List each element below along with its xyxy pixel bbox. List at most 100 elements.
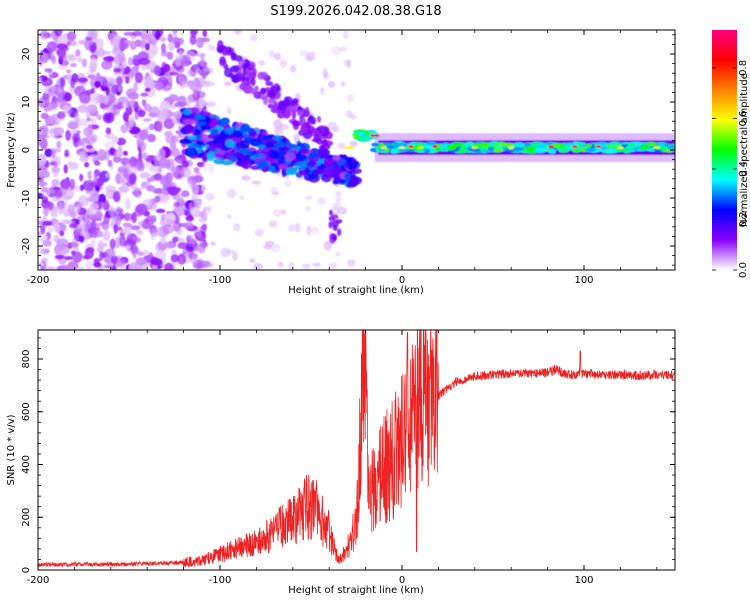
spectrogram-blob	[147, 112, 158, 118]
spectrogram-blob	[232, 252, 238, 261]
spectrogram-blob	[140, 92, 149, 97]
spectrogram-blob	[123, 225, 132, 236]
spectrogram-blob	[40, 257, 48, 263]
y-tick-label: 800	[21, 349, 32, 368]
y-tick-label: 400	[21, 455, 32, 474]
spectrogram-blob	[42, 220, 53, 226]
colorbar-ramp	[712, 30, 737, 270]
spectrogram-blob	[239, 195, 245, 200]
spectrogram-blob	[174, 54, 184, 61]
spectrogram-blob	[301, 263, 311, 269]
spectrogram-blob	[348, 146, 354, 149]
spectrogram-blob	[62, 105, 71, 111]
spectrogram-blob	[240, 148, 253, 155]
spectrogram-blob	[74, 185, 81, 192]
spectrogram-blob	[189, 30, 199, 35]
spectrogram-blob	[38, 262, 45, 267]
spectrogram-blob	[271, 158, 278, 164]
spectrogram-blob	[187, 135, 199, 140]
spectrogram-blob	[38, 134, 50, 140]
spectrogram-blob	[196, 37, 204, 49]
spectrogram-blob	[431, 145, 438, 148]
spectrogram-blob	[525, 147, 537, 152]
spectrogram-blob	[638, 145, 650, 150]
spectrogram-blob	[50, 147, 57, 158]
spectrogram-blob	[115, 215, 122, 226]
spectrogram-blob	[170, 135, 179, 143]
spectrogram-blob	[143, 161, 152, 168]
spectrogram-blob	[195, 68, 202, 75]
spectrogram-blob	[87, 214, 96, 220]
spectrogram-blob	[63, 188, 75, 199]
spectrogram-blob	[310, 226, 320, 235]
spectrogram-blob	[343, 59, 350, 67]
spectrogram-blob	[69, 62, 77, 68]
spectrogram-blob	[114, 172, 124, 185]
spectrogram-blob	[180, 190, 190, 198]
spectrogram-blob	[187, 79, 195, 89]
spectrogram-blob	[285, 167, 298, 176]
spectrogram-blob	[320, 87, 325, 96]
colorbar-tick-label: 0.4	[738, 161, 749, 177]
spectrogram-blob	[534, 147, 548, 153]
spectrogram-blob	[96, 149, 107, 161]
spectrogram-blob	[250, 130, 257, 137]
spectrogram-blob	[168, 71, 179, 76]
spectrogram-blob	[208, 143, 217, 152]
spectrogram-blob	[113, 67, 122, 73]
spectrogram-blob	[86, 31, 97, 39]
spectrogram-blob	[617, 146, 624, 149]
y-tick-label: 10	[21, 96, 32, 109]
spectrogram-blob	[215, 142, 223, 149]
spectrogram-blob	[125, 88, 137, 98]
spectrogram-blob	[97, 48, 105, 58]
spectrogram-blob	[143, 249, 149, 256]
spectrogram-blob	[316, 197, 327, 206]
spectrogram-blob	[52, 205, 60, 211]
spectrogram-blob	[628, 143, 636, 148]
spectrogram-blob	[131, 212, 137, 224]
spectrogram-blob	[209, 120, 217, 129]
spectrogram-blob	[498, 142, 509, 146]
spectrogram-blob	[252, 68, 257, 76]
spectrogram-blob	[399, 146, 405, 149]
spectrogram-blob	[265, 81, 274, 86]
spectrogram-blob	[192, 89, 200, 102]
spectrogram-blob	[371, 142, 380, 147]
spectrogram-blob	[308, 114, 314, 122]
spectrogram-blob	[453, 142, 464, 147]
spectrogram-blob	[142, 198, 154, 206]
spectrogram-blob	[84, 135, 96, 145]
spectrogram-blob	[122, 150, 128, 156]
spectrogram-blob	[79, 184, 84, 191]
spectrogram-blob	[101, 220, 110, 231]
spectrogram-blob	[283, 110, 291, 119]
spectrogram-blob	[269, 50, 275, 58]
spectrogram-blob	[279, 59, 287, 69]
spectrogram-blob	[308, 151, 318, 160]
spectrogram-blob	[273, 126, 284, 135]
spectrogram-blob	[210, 129, 219, 136]
spectrogram-blob	[40, 30, 48, 40]
spectrogram-blob	[217, 40, 224, 49]
spectrogram-blob	[162, 224, 174, 235]
spectrogram-blob	[250, 77, 256, 87]
spectrogram-blob	[153, 65, 161, 76]
spectrogram-blob	[163, 63, 171, 72]
spectrogram-blob	[327, 166, 333, 175]
spectrogram-blob	[40, 124, 49, 134]
spectrogram-blob	[66, 53, 77, 62]
spectrogram-blob	[115, 226, 123, 232]
spectrogram-data	[38, 30, 675, 270]
spectrogram-blob	[322, 138, 328, 148]
spectrogram-blob	[221, 160, 234, 166]
spectrogram-blob	[188, 202, 193, 213]
spectrogram-blob	[109, 238, 116, 250]
x-tick-label: 100	[574, 275, 593, 286]
spectrogram-blob	[406, 149, 415, 152]
snr-y-axis-label: SNR (10 * v/v)	[6, 414, 17, 485]
spectrogram-blob	[89, 227, 101, 235]
spectrogram-blob	[148, 123, 155, 131]
spectrogram-blob	[61, 247, 70, 255]
spectrogram-blob	[137, 251, 144, 257]
